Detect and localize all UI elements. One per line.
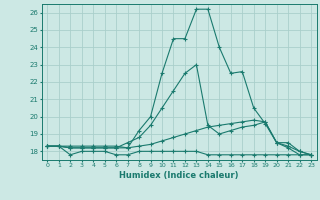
X-axis label: Humidex (Indice chaleur): Humidex (Indice chaleur) [119,171,239,180]
